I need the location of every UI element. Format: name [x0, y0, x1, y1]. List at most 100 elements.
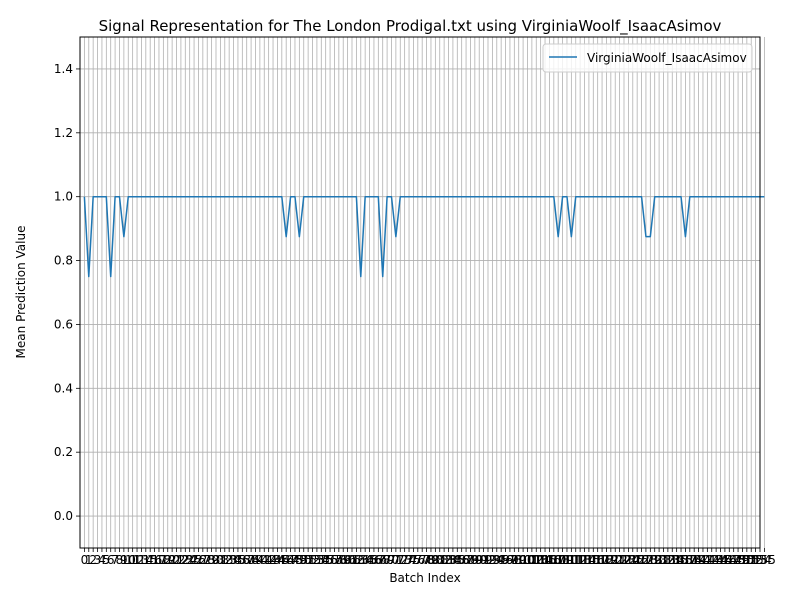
x-tick-label: 65	[362, 553, 377, 567]
x-tick-label: 109	[551, 553, 574, 567]
x-tick-label: 38	[243, 553, 258, 567]
x-tick-label: 62	[349, 553, 364, 567]
x-tick-label: 36	[235, 553, 250, 567]
x-tick-label: 130	[643, 553, 666, 567]
x-tick-label: 8	[116, 553, 124, 567]
x-tick-label: 118	[591, 553, 614, 567]
x-tick-label: 133	[656, 553, 679, 567]
x-tick-label: 56	[322, 553, 337, 567]
x-tick-label: 81	[432, 553, 447, 567]
x-tick-label: 105	[534, 553, 557, 567]
x-tick-label: 103	[525, 553, 548, 567]
x-tick-label: 125	[621, 553, 644, 567]
x-tick-label: 148	[722, 553, 745, 567]
x-tick-label: 52	[305, 553, 320, 567]
x-tick-label: 143	[700, 553, 723, 567]
x-ticks: 0123456789101112131415161718192021222324…	[81, 548, 776, 567]
legend-entry: VirginiaWoolf_IsaacAsimov	[587, 51, 747, 65]
x-tick-label: 59	[336, 553, 351, 567]
x-tick-label: 3	[94, 553, 102, 567]
x-tick-label: 4	[98, 553, 106, 567]
x-tick-label: 90	[472, 553, 487, 567]
x-tick-label: 16	[147, 553, 162, 567]
x-tick-label: 137	[674, 553, 697, 567]
x-tick-label: 126	[626, 553, 649, 567]
plot-frame	[79, 36, 761, 549]
x-tick-label: 76	[410, 553, 425, 567]
y-tick-label: 1.2	[54, 126, 73, 140]
x-tick-label: 10	[121, 553, 136, 567]
x-tick-label: 35	[230, 553, 245, 567]
y-tick-label: 1.4	[54, 62, 73, 76]
x-tick-label: 6	[107, 553, 115, 567]
series-layer	[83, 195, 765, 278]
x-tick-label: 89	[467, 553, 482, 567]
x-tick-label: 88	[463, 553, 478, 567]
x-tick-label: 48	[287, 553, 302, 567]
x-tick-label: 34	[226, 553, 241, 567]
x-tick-label: 28	[200, 553, 215, 567]
x-tick-label: 55	[318, 553, 333, 567]
x-tick-label: 131	[648, 553, 671, 567]
x-tick-label: 32	[217, 553, 232, 567]
x-tick-label: 23	[178, 553, 193, 567]
x-tick-label: 53	[309, 553, 324, 567]
x-tick-label: 39	[248, 553, 263, 567]
x-tick-label: 25	[186, 553, 201, 567]
x-tick-label: 154	[749, 553, 772, 567]
x-tick-label: 75	[406, 553, 421, 567]
x-tick-label: 150	[731, 553, 754, 567]
x-tick-label: 147	[718, 553, 741, 567]
x-tick-label: 82	[436, 553, 451, 567]
x-tick-label: 139	[683, 553, 706, 567]
x-tick-label: 44	[270, 553, 285, 567]
y-ticks: 0.0 0.2 0.4 0.6 0.8 1.0 1.2 1.4	[54, 62, 80, 523]
x-tick-label: 94	[489, 553, 504, 567]
x-tick-label: 138	[678, 553, 701, 567]
x-tick-label: 24	[182, 553, 197, 567]
x-tick-label: 58	[331, 553, 346, 567]
x-tick-label: 114	[573, 553, 596, 567]
x-tick-label: 145	[709, 553, 732, 567]
x-tick-label: 149	[727, 553, 750, 567]
x-tick-label: 100	[512, 553, 535, 567]
x-tick-label: 21	[169, 553, 184, 567]
x-tick-label: 107	[542, 553, 565, 567]
x-tick-label: 41	[257, 553, 272, 567]
x-tick-label: 47	[283, 553, 298, 567]
x-tick-label: 106	[538, 553, 561, 567]
x-tick-label: 13	[134, 553, 149, 567]
x-tick-label: 60	[340, 553, 355, 567]
chart-title: Signal Representation for The London Pro…	[99, 17, 722, 36]
x-tick-label: 31	[213, 553, 228, 567]
x-tick-label: 111	[560, 553, 583, 567]
x-tick-label: 61	[344, 553, 359, 567]
x-tick-label: 15	[143, 553, 158, 567]
x-tick-label: 92	[480, 553, 495, 567]
x-tick-label: 86	[454, 553, 469, 567]
x-tick-label: 1	[85, 553, 93, 567]
x-tick-label: 19	[160, 553, 175, 567]
x-tick-label: 119	[595, 553, 618, 567]
x-tick-label: 30	[208, 553, 223, 567]
x-tick-label: 80	[428, 553, 443, 567]
x-tick-label: 40	[252, 553, 267, 567]
x-tick-label: 43	[265, 553, 280, 567]
x-tick-label: 87	[458, 553, 473, 567]
x-tick-label: 128	[634, 553, 657, 567]
x-tick-label: 155	[753, 553, 776, 567]
x-tick-label: 77	[415, 553, 430, 567]
x-tick-label: 91	[476, 553, 491, 567]
x-tick-label: 122	[608, 553, 631, 567]
x-tick-label: 51	[300, 553, 315, 567]
x-tick-label: 85	[450, 553, 465, 567]
x-tick-label: 136	[670, 553, 693, 567]
x-tick-label: 110	[556, 553, 579, 567]
x-tick-label: 11	[125, 553, 140, 567]
x-tick-label: 83	[441, 553, 456, 567]
x-tick-label: 33	[222, 553, 237, 567]
x-tick-label: 69	[379, 553, 394, 567]
x-tick-label: 67	[371, 553, 386, 567]
y-tick-label: 1.0	[54, 190, 73, 204]
